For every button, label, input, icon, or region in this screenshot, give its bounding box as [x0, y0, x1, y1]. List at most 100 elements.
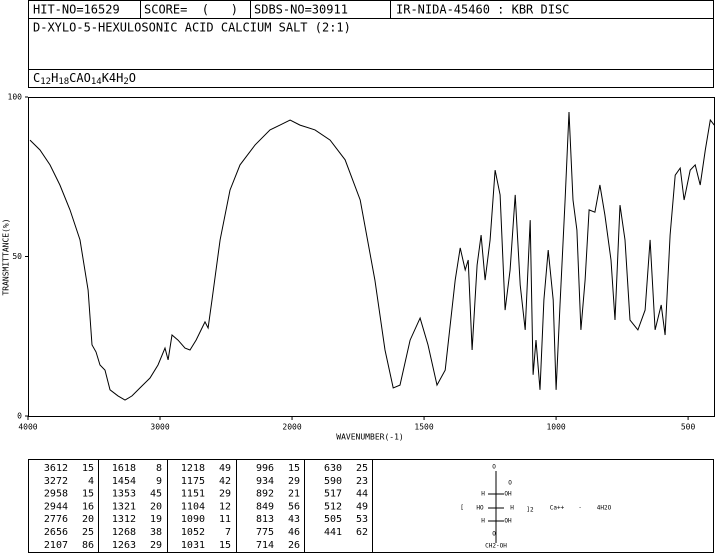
peak-intensity: 12 — [219, 501, 231, 512]
peak-intensity: 15 — [219, 540, 231, 551]
peak-intensity: 9 — [156, 476, 162, 487]
structure-label: CH2-OH — [485, 543, 507, 550]
peak-intensity: 15 — [82, 463, 94, 474]
peak-wavenumber: 1218 — [181, 463, 205, 474]
structure-frame — [372, 459, 714, 553]
structure-label: · — [578, 505, 582, 512]
peak-wavenumber: 2944 — [44, 501, 68, 512]
peak-wavenumber: 2656 — [44, 527, 68, 538]
peak-intensity: 49 — [219, 463, 231, 474]
peak-wavenumber: 934 — [256, 476, 274, 487]
x-tick-label: 500 — [681, 423, 696, 432]
formula-subscript: 2 — [123, 77, 128, 87]
peak-intensity: 46 — [288, 527, 300, 538]
structure-label: Ca++ — [550, 505, 565, 512]
formula-part: H — [51, 71, 58, 85]
peak-intensity: 8 — [156, 463, 162, 474]
peak-intensity: 42 — [219, 476, 231, 487]
formula-part: CAO — [69, 71, 91, 85]
peak-wavenumber: 590 — [324, 476, 342, 487]
x-tick-label: 1500 — [414, 423, 433, 432]
peak-intensity: 26 — [288, 540, 300, 551]
structure-label: [ — [460, 505, 464, 512]
peak-intensity: 25 — [82, 527, 94, 538]
peak-intensity: 45 — [150, 489, 162, 500]
peak-wavenumber: 2776 — [44, 514, 68, 525]
peak-intensity: 29 — [288, 476, 300, 487]
peak-intensity: 43 — [288, 514, 300, 525]
formula-part: C — [33, 71, 40, 85]
formula-subscript: 12 — [40, 77, 51, 87]
peak-intensity: 56 — [288, 501, 300, 512]
structure-label: O — [508, 480, 512, 487]
y-axis-label: TRANSMITTANCE(%) — [2, 218, 11, 295]
formula: C12H18CAO14K4H2O — [33, 71, 136, 87]
peak-wavenumber: 3272 — [44, 476, 68, 487]
peak-wavenumber: 441 — [324, 527, 342, 538]
peak-wavenumber: 1090 — [181, 514, 205, 525]
peak-wavenumber: 1031 — [181, 540, 205, 551]
peak-intensity: 20 — [150, 501, 162, 512]
structure-label: ]2 — [526, 507, 534, 514]
y-tick-label: 50 — [12, 252, 22, 261]
structure-label: 4H2O — [597, 505, 612, 512]
peak-intensity: 21 — [288, 489, 300, 500]
structure-label: O — [492, 531, 496, 538]
formula-subscript: 14 — [91, 77, 102, 87]
peak-intensity: 86 — [82, 540, 94, 551]
compound-name: D-XYLO-5-HEXULOSONIC ACID CALCIUM SALT (… — [33, 21, 351, 35]
peak-intensity: 11 — [219, 514, 231, 525]
peak-intensity: 25 — [356, 463, 368, 474]
peak-wavenumber: 996 — [256, 463, 274, 474]
peak-wavenumber: 1175 — [181, 476, 205, 487]
peak-wavenumber: 2958 — [44, 489, 68, 500]
peak-wavenumber: 1268 — [112, 527, 136, 538]
peak-wavenumber: 1312 — [112, 514, 136, 525]
sdbs-no: SDBS-NO=30911 — [254, 3, 348, 17]
peak-intensity: 23 — [356, 476, 368, 487]
x-tick-label: 4000 — [18, 423, 37, 432]
peak-wavenumber: 517 — [324, 489, 342, 500]
ir-code: IR-NIDA-45460 : KBR DISC — [396, 3, 569, 17]
peak-wavenumber: 1263 — [112, 540, 136, 551]
peak-intensity: 16 — [82, 501, 94, 512]
peak-wavenumber: 813 — [256, 514, 274, 525]
hit-no: HIT-NO=16529 — [33, 3, 120, 17]
header-frame — [28, 0, 714, 88]
peak-wavenumber: 892 — [256, 489, 274, 500]
peak-wavenumber: 512 — [324, 501, 342, 512]
peak-wavenumber: 1052 — [181, 527, 205, 538]
structure-label: O — [492, 464, 496, 471]
peak-wavenumber: 775 — [256, 527, 274, 538]
peak-wavenumber: 1618 — [112, 463, 136, 474]
peak-wavenumber: 1454 — [112, 476, 136, 487]
peak-intensity: 38 — [150, 527, 162, 538]
formula-subscript: 18 — [58, 77, 69, 87]
score: SCORE= ( ) — [144, 3, 238, 17]
peak-intensity: 4 — [88, 476, 94, 487]
peak-wavenumber: 849 — [256, 501, 274, 512]
peak-intensity: 53 — [356, 514, 368, 525]
peak-wavenumber: 1151 — [181, 489, 205, 500]
structure-label: HO — [476, 505, 484, 512]
peak-intensity: 29 — [219, 489, 231, 500]
formula-part: O — [129, 71, 136, 85]
formula-part: K4H — [102, 71, 124, 85]
x-axis-label: WAVENUMBER(-1) — [336, 433, 403, 442]
peak-intensity: 29 — [150, 540, 162, 551]
peak-wavenumber: 3612 — [44, 463, 68, 474]
peak-intensity: 15 — [82, 489, 94, 500]
peak-wavenumber: 714 — [256, 540, 274, 551]
peak-wavenumber: 505 — [324, 514, 342, 525]
peak-intensity: 20 — [82, 514, 94, 525]
y-tick-label: 0 — [17, 412, 22, 421]
peak-intensity: 49 — [356, 501, 368, 512]
peak-wavenumber: 1104 — [181, 501, 205, 512]
structure-label: H — [481, 518, 485, 525]
peak-wavenumber: 630 — [324, 463, 342, 474]
peak-intensity: 15 — [288, 463, 300, 474]
structure-label: OH — [504, 491, 512, 498]
peak-wavenumber: 2107 — [44, 540, 68, 551]
x-tick-label: 1000 — [546, 423, 565, 432]
